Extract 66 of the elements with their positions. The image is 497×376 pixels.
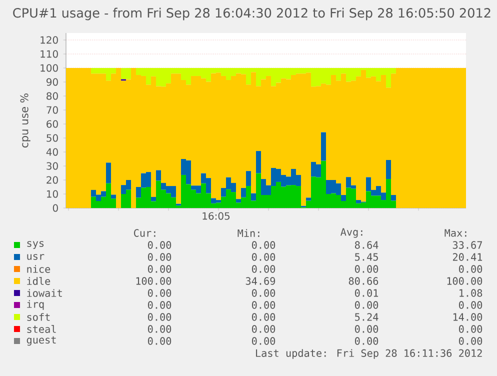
text: 0.00 xyxy=(354,337,378,345)
legend-label: idle xyxy=(27,277,50,285)
y-tick-label: 10 xyxy=(47,190,58,198)
text: 0.00 xyxy=(148,337,172,345)
legend-label: usr xyxy=(27,254,44,260)
text: 0.00 xyxy=(148,325,172,333)
text: 5.45 xyxy=(355,253,378,261)
y-tick-label: 50 xyxy=(46,134,58,142)
text: 0.00 xyxy=(354,301,378,309)
legend-label: steal xyxy=(27,325,56,333)
text: 0.00 xyxy=(148,265,172,273)
text: 0.00 xyxy=(252,253,276,261)
y-tick-label: 0 xyxy=(52,204,58,212)
text: 0.00 xyxy=(252,289,276,297)
text: 5.24 xyxy=(355,313,378,321)
text: 80.66 xyxy=(348,277,378,285)
text: Last update: Fri Sep 28 16:11:36 2012 xyxy=(256,349,482,359)
text: 0.00 xyxy=(458,301,482,309)
text: 16:05 xyxy=(202,212,230,220)
text: 20.41 xyxy=(452,253,482,261)
text: 0.00 xyxy=(148,241,172,249)
text: 0.00 xyxy=(252,337,276,345)
legend-label: irq xyxy=(27,300,44,310)
text: 100.00 xyxy=(447,277,482,285)
text: 0.00 xyxy=(458,325,482,333)
legend-label: guest xyxy=(26,336,56,346)
legend-label: iowait xyxy=(27,289,62,297)
text: 1.08 xyxy=(460,289,482,297)
text: 0.00 xyxy=(458,265,482,273)
text: 33.67 xyxy=(452,241,482,249)
y-tick-label: 60 xyxy=(46,120,58,128)
y-axis-title: cpu use % xyxy=(20,94,30,148)
y-tick-label: 100 xyxy=(40,64,58,72)
text: 0.00 xyxy=(148,289,172,297)
y-tick-label: 20 xyxy=(46,176,58,184)
text: 0.00 xyxy=(148,253,172,261)
y-tick-label: 70 xyxy=(46,106,58,114)
text: 0.00 xyxy=(252,313,276,321)
text: 0.00 xyxy=(252,265,276,273)
text: 0.00 xyxy=(458,337,482,345)
text: 34.69 xyxy=(246,277,276,285)
text: 14.00 xyxy=(453,313,482,321)
text: Cur: xyxy=(134,229,156,237)
text: Max: xyxy=(444,229,466,237)
y-tick-label: 30 xyxy=(46,162,58,170)
text: 0.00 xyxy=(148,301,172,309)
text: 0.00 xyxy=(354,325,378,333)
text: 0.01 xyxy=(354,289,378,297)
legend-label: sys xyxy=(27,241,44,249)
text: Avg: xyxy=(340,228,362,238)
y-tick-label: 120 xyxy=(40,36,58,44)
text: 0.00 xyxy=(354,265,378,273)
legend-label: nice xyxy=(27,265,50,273)
text: 0.00 xyxy=(252,325,276,333)
chart-title: CPU#1 usage - from Fri Sep 28 16:04:30 2012 to Fri Sep 28 16:05:50 2012 xyxy=(13,8,490,20)
y-tick-label: 40 xyxy=(46,148,58,156)
legend-label: soft xyxy=(27,313,50,321)
text: 0.00 xyxy=(148,313,172,321)
text: 100.00 xyxy=(136,277,172,285)
text: Min: xyxy=(238,229,260,237)
text: 0.00 xyxy=(252,301,276,309)
y-tick-label: 90 xyxy=(46,78,58,86)
y-tick-label: 80 xyxy=(46,92,58,100)
text: 8.64 xyxy=(354,241,378,249)
text: 0.00 xyxy=(252,241,276,249)
y-tick-label: 110 xyxy=(40,50,58,58)
